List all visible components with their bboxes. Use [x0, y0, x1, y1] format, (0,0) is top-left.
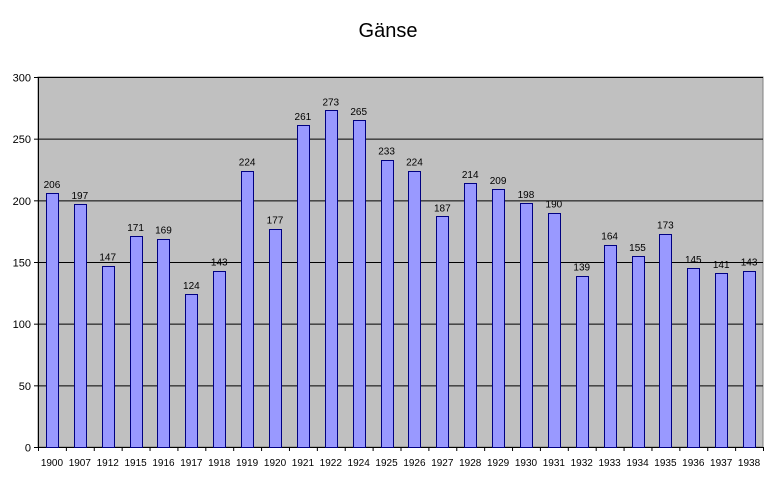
- bar: [659, 234, 672, 448]
- x-tick-label: 1922: [320, 458, 343, 469]
- x-tick-label: 1916: [152, 458, 175, 469]
- y-tick-label: 300: [13, 73, 31, 85]
- data-label: 233: [378, 147, 395, 158]
- data-label: 273: [322, 97, 339, 108]
- bar: [269, 229, 282, 448]
- data-label: 155: [629, 243, 646, 254]
- bar: [46, 193, 59, 448]
- data-label: 214: [462, 170, 479, 181]
- bar: [325, 110, 338, 448]
- bar: [604, 245, 617, 448]
- bar: [687, 268, 700, 448]
- data-label: 209: [490, 176, 507, 187]
- data-label: 187: [434, 203, 451, 214]
- x-tick-label: 1935: [654, 458, 677, 469]
- y-tick-label: 150: [13, 258, 31, 270]
- bar: [576, 276, 589, 448]
- y-tick-label: 50: [19, 381, 31, 393]
- x-tick-label: 1924: [348, 458, 371, 469]
- data-label: 198: [518, 190, 535, 201]
- bar: [632, 256, 645, 448]
- x-tick-label: 1915: [124, 458, 147, 469]
- y-tick-label: 0: [25, 443, 31, 455]
- y-tick-label: 100: [13, 319, 31, 331]
- data-label: 139: [573, 263, 590, 274]
- x-tick-label: 1907: [69, 458, 92, 469]
- x-tick-label: 1931: [543, 458, 566, 469]
- x-tick-label: 1937: [710, 458, 733, 469]
- data-label: 265: [350, 107, 367, 118]
- bar: [102, 266, 115, 448]
- data-label: 143: [741, 258, 758, 269]
- chart-title: Gänse: [358, 20, 418, 42]
- x-tick-label: 1926: [403, 458, 426, 469]
- x-tick-label: 1921: [292, 458, 315, 469]
- data-label: 147: [99, 253, 116, 264]
- x-tick-label: 1929: [487, 458, 510, 469]
- data-label: 177: [267, 216, 284, 227]
- data-label: 164: [601, 232, 618, 243]
- x-tick-label: 1930: [515, 458, 538, 469]
- bar: [743, 271, 756, 448]
- data-label: 261: [295, 112, 312, 123]
- bar: [464, 183, 477, 448]
- bar: [715, 273, 728, 448]
- x-tick-label: 1919: [236, 458, 259, 469]
- data-label: 197: [71, 191, 88, 202]
- bar: [353, 120, 366, 448]
- x-tick-label: 1927: [431, 458, 454, 469]
- data-label: 190: [546, 200, 563, 211]
- x-tick-label: 1918: [208, 458, 231, 469]
- data-label: 141: [713, 260, 730, 271]
- y-tick-label: 250: [13, 134, 31, 146]
- bar: [213, 271, 226, 448]
- y-tick-label: 200: [13, 196, 31, 208]
- x-tick-label: 1920: [264, 458, 287, 469]
- bar: [74, 204, 87, 448]
- x-tick-label: 1925: [375, 458, 398, 469]
- data-label: 206: [44, 180, 61, 191]
- x-tick-label: 1933: [599, 458, 622, 469]
- x-tick-label: 1928: [459, 458, 482, 469]
- bar: [436, 216, 449, 448]
- bar: [185, 294, 198, 448]
- bar: [548, 213, 561, 448]
- bar: [241, 171, 254, 448]
- bar: [381, 160, 394, 448]
- data-label: 169: [155, 226, 172, 237]
- bar: [130, 236, 143, 448]
- data-label: 224: [239, 158, 256, 169]
- bar: [520, 203, 533, 448]
- bar: [408, 171, 421, 448]
- bar: [157, 239, 170, 448]
- x-tick-label: 1932: [571, 458, 594, 469]
- data-label: 145: [685, 255, 702, 266]
- data-label: 124: [183, 281, 200, 292]
- bar: [492, 189, 505, 448]
- x-tick-label: 1936: [682, 458, 705, 469]
- x-tick-label: 1912: [97, 458, 120, 469]
- data-label: 143: [211, 258, 228, 269]
- x-tick-label: 1900: [41, 458, 64, 469]
- data-label: 224: [406, 158, 423, 169]
- x-tick-label: 1934: [626, 458, 649, 469]
- bar: [297, 125, 310, 448]
- data-label: 173: [657, 221, 674, 232]
- x-tick-label: 1917: [180, 458, 203, 469]
- data-label: 171: [127, 223, 144, 234]
- x-tick-label: 1938: [738, 458, 761, 469]
